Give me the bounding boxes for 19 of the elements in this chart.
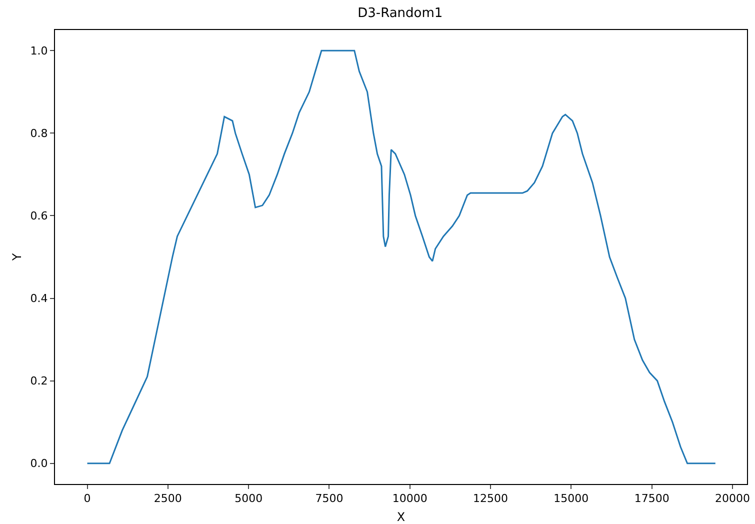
x-tick-label: 5000 bbox=[234, 492, 263, 506]
y-tick-label: 0.4 bbox=[30, 292, 48, 306]
x-tick-label: 2500 bbox=[154, 492, 182, 506]
y-tick-label: 0.8 bbox=[30, 127, 48, 140]
y-tick-label: 1.0 bbox=[30, 44, 48, 58]
y-tick-label: 0.2 bbox=[30, 374, 48, 388]
y-tick-label: 0.0 bbox=[30, 457, 48, 470]
y-tick-label: 0.6 bbox=[30, 210, 48, 223]
x-tick-label: 20000 bbox=[714, 492, 750, 506]
line-series bbox=[86, 50, 716, 464]
x-axis-title: X bbox=[396, 510, 406, 524]
x-tick-label: 7500 bbox=[315, 492, 344, 506]
x-tick-label: 10000 bbox=[392, 492, 428, 506]
x-tick-label: 15000 bbox=[554, 492, 589, 506]
chart-title: D3-Random1 bbox=[358, 6, 443, 21]
x-tick-label: 0 bbox=[84, 492, 91, 506]
x-tick-label: 17500 bbox=[634, 492, 670, 506]
y-axis-title: Y bbox=[10, 252, 24, 262]
x-tick-label: 12500 bbox=[473, 492, 508, 506]
